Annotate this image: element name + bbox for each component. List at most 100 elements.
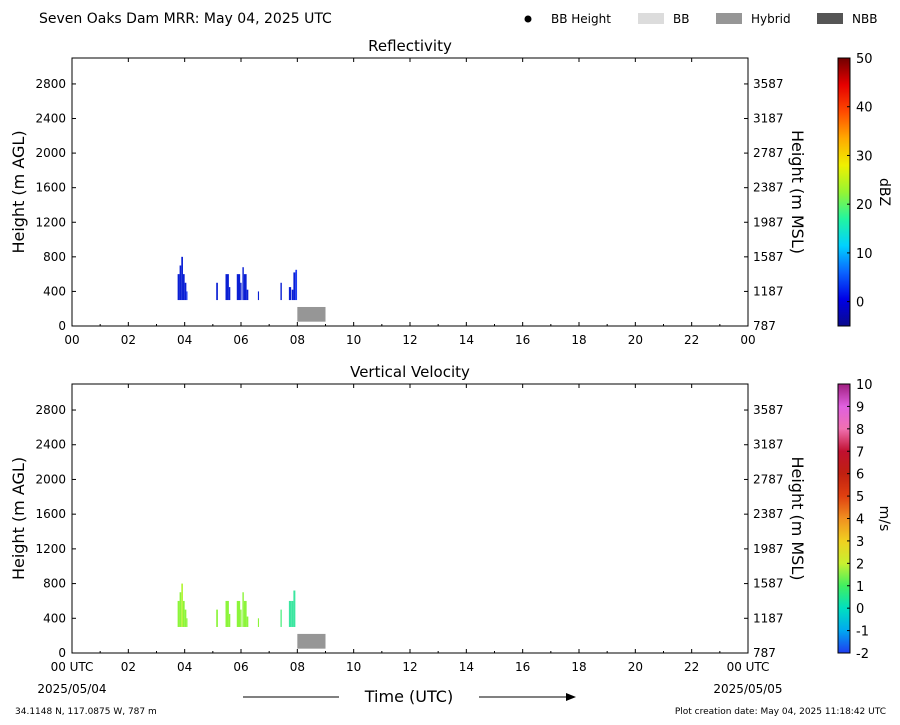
colorbar-tick-label: 4 xyxy=(856,513,864,528)
data-column xyxy=(291,289,294,301)
x-tick-label: 06 xyxy=(233,660,248,674)
x-tick-label: 04 xyxy=(177,660,192,674)
x-tick-label: 02 xyxy=(121,333,136,347)
data-column xyxy=(184,609,187,627)
y-tick-label-right: 1987 xyxy=(753,542,784,556)
x-tick-label: 06 xyxy=(233,333,248,347)
y-tick-label-right: 3187 xyxy=(753,438,784,452)
colorbar-tick-label: 5 xyxy=(856,490,864,505)
x-tick-label: 10 xyxy=(346,333,361,347)
data-column xyxy=(216,609,218,627)
legend-label: Hybrid xyxy=(751,12,791,26)
y-tick-label-left: 1600 xyxy=(35,507,66,521)
bright-band-hybrid-marker xyxy=(297,633,326,649)
data-column xyxy=(257,618,260,627)
y-tick-label-left: 2400 xyxy=(35,112,66,126)
y-tick-label-right: 2787 xyxy=(753,146,784,160)
legend-swatch-bb xyxy=(638,13,664,24)
x-tick-label: 08 xyxy=(290,660,305,674)
location-text: 34.1148 N, 117.0875 W, 787 m xyxy=(15,707,157,717)
data-column xyxy=(293,590,296,627)
y-axis-label-left: Height (m AGL) xyxy=(9,457,28,580)
time-arrow-head xyxy=(566,693,576,701)
data-column xyxy=(240,282,242,301)
x-tick-label: 04 xyxy=(177,333,192,347)
x-axis-label: Time (UTC) xyxy=(364,687,453,706)
colorbar-tick-label: 40 xyxy=(856,101,873,116)
y-tick-label-right: 3187 xyxy=(753,112,784,126)
data-column xyxy=(225,600,229,627)
x-tick-label: 20 xyxy=(628,333,643,347)
y-tick-label-left: 400 xyxy=(43,611,66,625)
data-column xyxy=(288,287,292,301)
data-column xyxy=(240,609,242,627)
x-tick-label: 16 xyxy=(515,333,530,347)
colorbar-label: dBZ xyxy=(876,178,892,206)
y-tick-label-right: 1987 xyxy=(753,215,784,229)
y-tick-label-right: 1187 xyxy=(753,284,784,298)
plot-frame xyxy=(71,57,749,327)
data-column xyxy=(293,272,296,301)
legend-label: BB Height xyxy=(551,12,611,26)
colorbar-tick-label: 10 xyxy=(856,247,873,262)
y-tick-label-left: 0 xyxy=(58,646,66,660)
data-column xyxy=(280,282,282,301)
y-tick-label-left: 1200 xyxy=(35,542,66,556)
y-tick-label-left: 800 xyxy=(43,250,66,264)
data-column xyxy=(225,274,229,301)
y-tick-label-right: 1587 xyxy=(753,577,784,591)
x-tick-label: 02 xyxy=(121,660,136,674)
legend-marker-bb-height xyxy=(524,15,532,23)
x-tick-label: 00 UTC xyxy=(51,660,94,674)
x-tick-label: 10 xyxy=(346,660,361,674)
data-column xyxy=(243,274,247,301)
panel-title: Reflectivity xyxy=(368,37,452,55)
y-tick-label-left: 1200 xyxy=(35,215,66,229)
colorbar-tick-label: 3 xyxy=(856,535,864,550)
y-tick-label-left: 2400 xyxy=(35,438,66,452)
data-column xyxy=(186,618,188,627)
y-axis-label-left: Height (m AGL) xyxy=(9,130,28,253)
colorbar-tick-label: 0 xyxy=(856,296,864,311)
colorbar-tick-label: -2 xyxy=(856,647,869,662)
y-tick-label-right: 787 xyxy=(753,646,776,660)
x-tick-label: 12 xyxy=(402,333,417,347)
y-tick-label-right: 3587 xyxy=(753,77,784,91)
data-column xyxy=(280,609,282,627)
colorbar-tick-label: 1 xyxy=(856,580,864,595)
legend: BB Height BB Hybrid NBB xyxy=(524,12,877,26)
y-tick-label-right: 1187 xyxy=(753,611,784,625)
y-tick-label-left: 800 xyxy=(43,577,66,591)
colorbar-tick-label: 8 xyxy=(856,423,864,438)
data-column xyxy=(291,600,294,627)
data-column xyxy=(177,274,180,301)
legend-swatch-nbb xyxy=(817,13,843,24)
data-column xyxy=(236,274,241,301)
data-column xyxy=(243,600,247,627)
legend-label: NBB xyxy=(852,12,877,26)
data-column xyxy=(246,289,249,301)
y-axis-label-right: Height (m MSL) xyxy=(788,456,807,580)
data-column xyxy=(186,291,188,301)
colorbar xyxy=(837,57,851,327)
x-tick-label: 00 xyxy=(64,333,79,347)
y-tick-label-right: 787 xyxy=(753,319,776,333)
data-column xyxy=(181,583,183,627)
data-column xyxy=(295,269,298,301)
x-tick-label: 22 xyxy=(684,660,699,674)
x-tick-label: 00 UTC xyxy=(727,660,770,674)
data-column xyxy=(257,291,260,301)
x-tick-label: 00 xyxy=(740,333,755,347)
data-column xyxy=(216,282,218,301)
y-tick-label-left: 0 xyxy=(58,319,66,333)
data-column xyxy=(177,600,180,627)
y-axis-label-right: Height (m MSL) xyxy=(788,130,807,254)
plot-frame xyxy=(71,383,749,654)
colorbar-tick-label: 10 xyxy=(856,378,873,393)
x-tick-label: 20 xyxy=(628,660,643,674)
y-tick-label-right: 2787 xyxy=(753,472,784,486)
colorbar-tick-label: 2 xyxy=(856,557,864,572)
data-column xyxy=(242,267,244,301)
legend-swatch-hybrid xyxy=(716,13,742,24)
